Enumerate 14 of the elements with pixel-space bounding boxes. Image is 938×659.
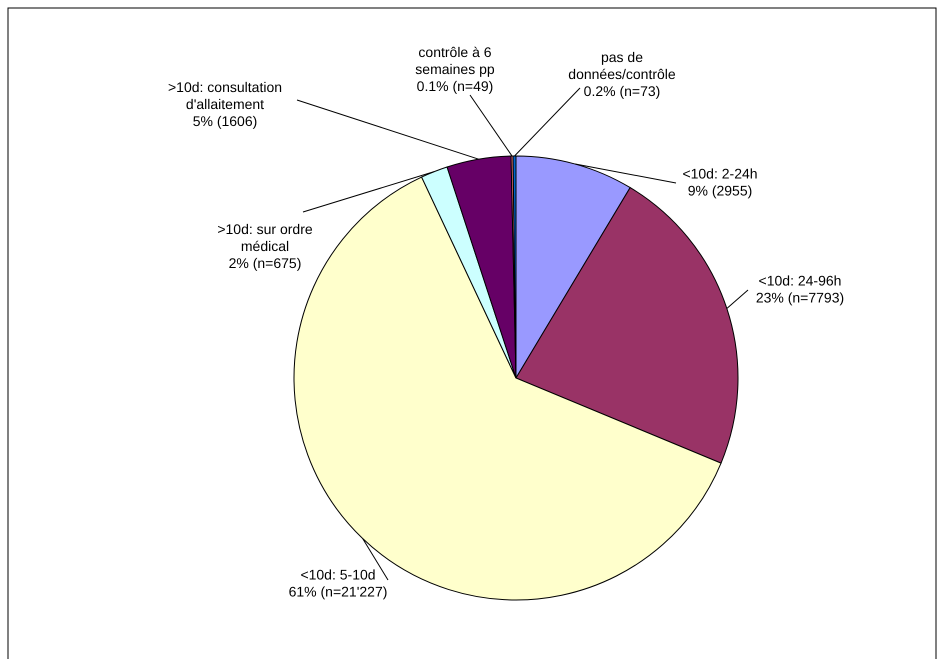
slice-label: <10d: 24-96h: [758, 272, 842, 288]
slice-label: <10d: 5-10d: [300, 566, 376, 582]
data-label: 23% (n=7793): [756, 289, 844, 306]
data-label: 9% (2955): [688, 182, 752, 198]
slice-label: contrôle à 6 semaines pp: [415, 44, 495, 77]
slice-label: <10d: 2-24h: [682, 165, 758, 182]
data-label: 61% (n=21'227): [288, 583, 388, 600]
data-label: 2% (n=675): [228, 254, 302, 271]
data-label: 0.1% (n=49): [416, 78, 494, 94]
data-label: 0.2% (n=73): [584, 82, 660, 99]
slice-label: >10d: sur ordre médical: [217, 220, 313, 254]
data-label: 5% (1606): [192, 112, 258, 129]
slice-label: >10d: consultation d'allaitement: [168, 78, 282, 112]
slice-label: pas de données/contrôle: [568, 48, 676, 82]
